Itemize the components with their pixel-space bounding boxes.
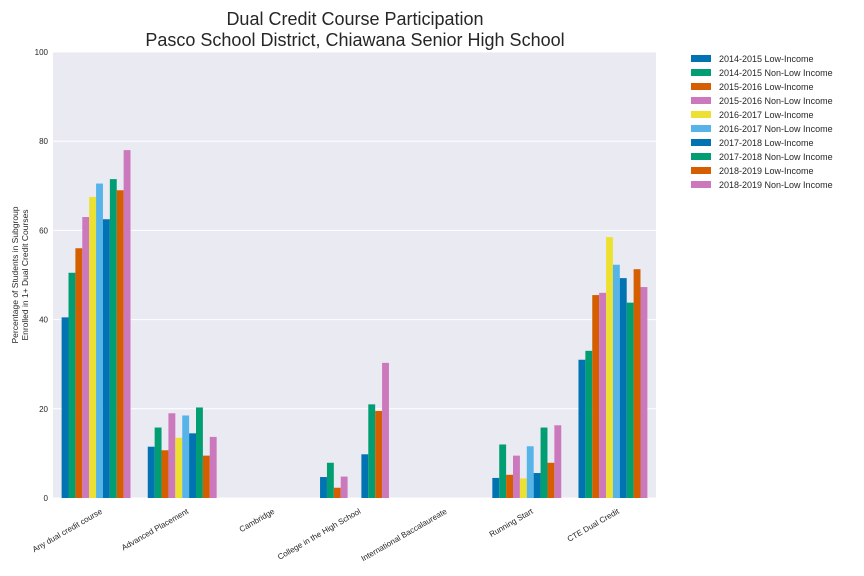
bar	[533, 473, 541, 498]
bar	[540, 427, 548, 498]
bar	[168, 413, 176, 498]
bar	[592, 295, 600, 498]
legend-swatch	[691, 111, 711, 118]
bar	[526, 446, 534, 498]
plot-area	[53, 52, 656, 498]
legend-swatch	[691, 125, 711, 132]
legend-swatch	[691, 167, 711, 174]
bar	[82, 217, 90, 498]
legend-swatch	[691, 55, 711, 62]
bar	[513, 455, 520, 498]
chart-title-line-1: Dual Credit Course Participation	[226, 9, 483, 29]
y-tick-label: 40	[39, 316, 48, 325]
bar	[361, 454, 369, 498]
legend-swatch	[691, 139, 711, 146]
bar	[599, 292, 607, 498]
bars	[61, 150, 648, 499]
bar	[612, 264, 620, 498]
y-tick-label: 0	[44, 494, 49, 503]
bar	[320, 477, 327, 498]
chart-title-line-2: Pasco School District, Chiawana Senior H…	[145, 30, 564, 50]
x-tick-label: Running Start	[488, 506, 536, 539]
bar	[326, 462, 334, 498]
bar	[202, 455, 210, 498]
x-tick-label: College in the High School	[276, 507, 362, 562]
y-axis-label-line-1: Percentage of Students in Subgroup	[10, 206, 20, 343]
legend-label: 2014-2015 Non-Low Income	[719, 68, 833, 78]
bar	[368, 404, 376, 498]
y-axis-label-line-2: Enrolled in 1+ Dual Credit Courses	[20, 209, 30, 340]
bar	[499, 444, 507, 498]
bar	[123, 150, 131, 498]
bar	[585, 350, 593, 498]
bar	[506, 474, 514, 498]
bar	[375, 411, 383, 498]
bar	[109, 179, 117, 499]
legend-swatch	[691, 153, 711, 160]
legend-label: 2018-2019 Low-Income	[719, 166, 814, 176]
bar	[578, 359, 586, 498]
bar	[209, 436, 217, 498]
legend-label: 2015-2016 Non-Low Income	[719, 96, 833, 106]
bar	[161, 450, 169, 498]
legend-swatch	[691, 97, 711, 104]
bar	[195, 407, 203, 498]
bar	[619, 278, 627, 498]
x-tick-label: Cambridge	[238, 507, 277, 535]
y-tick-label: 60	[39, 226, 48, 235]
legend-swatch	[691, 181, 711, 188]
legend-label: 2016-2017 Low-Income	[719, 110, 814, 120]
bar	[554, 425, 562, 498]
x-tick-label: CTE Dual Credit	[566, 506, 622, 543]
bar	[89, 196, 97, 498]
legend-label: 2015-2016 Low-Income	[719, 82, 814, 92]
bar	[519, 478, 527, 498]
bar	[640, 287, 648, 498]
legend-swatch	[691, 83, 711, 90]
bar	[75, 248, 83, 498]
bar	[147, 446, 155, 498]
bar	[492, 477, 500, 498]
legend-swatch	[691, 69, 711, 76]
bar	[633, 269, 641, 498]
bar	[175, 437, 183, 498]
bar	[606, 237, 613, 498]
legend-label: 2018-2019 Non-Low Income	[719, 180, 833, 190]
bar	[189, 433, 196, 498]
x-tick-label: Any dual credit course	[31, 507, 105, 555]
bar	[382, 362, 389, 498]
x-tick-label: International Baccalaureate	[360, 507, 449, 564]
legend-label: 2017-2018 Low-Income	[719, 138, 814, 148]
y-tick-label: 20	[39, 405, 48, 414]
bar	[340, 476, 348, 498]
legend-label: 2016-2017 Non-Low Income	[719, 124, 833, 134]
y-tick-labels: 0 20 40 60 80 100	[35, 48, 49, 503]
x-tick-labels: Any dual credit course Advanced Placement…	[31, 506, 622, 563]
bar	[61, 317, 69, 498]
legend: 2014-2015 Low-Income 2014-2015 Non-Low In…	[691, 54, 833, 190]
bar	[626, 302, 634, 498]
bar	[182, 415, 190, 498]
bar	[102, 219, 110, 498]
y-tick-label: 80	[39, 137, 48, 146]
bar	[547, 462, 555, 498]
y-tick-label: 100	[35, 48, 49, 57]
bar	[96, 183, 103, 498]
bar	[333, 487, 341, 498]
bar	[154, 427, 162, 498]
x-tick-label: Advanced Placement	[120, 506, 191, 552]
legend-label: 2014-2015 Low-Income	[719, 54, 814, 64]
bar	[68, 272, 76, 498]
bar	[116, 190, 124, 498]
legend-label: 2017-2018 Non-Low Income	[719, 152, 833, 162]
